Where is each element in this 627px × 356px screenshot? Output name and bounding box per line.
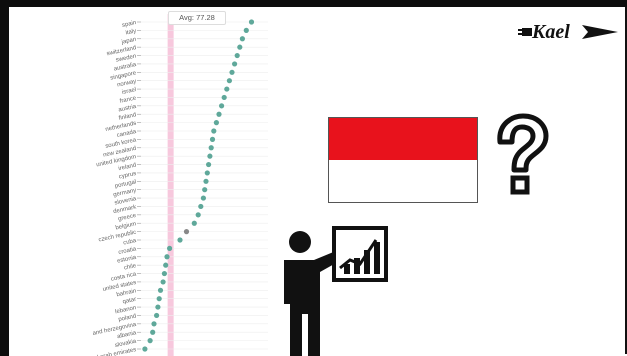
- data-point: [206, 161, 212, 168]
- flag-white-stripe: [329, 160, 477, 202]
- data-point: [209, 136, 216, 142]
- y-tick-label: qatar: [122, 297, 137, 306]
- data-point: [150, 329, 156, 335]
- data-point: [216, 111, 222, 117]
- y-tick-label: costa rica: [110, 271, 137, 282]
- y-tick-label: greece: [118, 213, 138, 223]
- top-border: [0, 0, 627, 7]
- data-point: [164, 254, 170, 260]
- y-tick-label: sweden: [115, 54, 136, 64]
- data-point: [207, 153, 213, 159]
- y-tick-label: slovakia: [114, 339, 137, 350]
- flag-red-stripe: [329, 118, 477, 160]
- presenter-chart-icon: [284, 226, 388, 356]
- y-tick-label: bahrain: [116, 288, 137, 298]
- data-point: [198, 203, 204, 210]
- y-tick-label: australia: [113, 62, 137, 73]
- data-point: [154, 312, 160, 319]
- data-point: [239, 36, 245, 42]
- y-tick-label: belgium: [115, 221, 137, 231]
- data-point: [177, 237, 183, 243]
- y-tick-label: cuba: [123, 238, 138, 247]
- y-tick-label: lebanon: [115, 305, 137, 315]
- y-tick-label: estonia: [117, 255, 138, 265]
- y-tick-label: spain: [122, 20, 137, 29]
- data-point: [219, 103, 225, 109]
- y-tick-label: germany: [113, 188, 137, 199]
- y-tick-label: norway: [117, 79, 137, 89]
- y-tick-label: israel: [122, 87, 137, 96]
- data-point: [191, 220, 197, 226]
- highlight-point: [183, 229, 190, 235]
- data-point: [243, 27, 249, 33]
- y-tick-label: italy: [125, 28, 137, 36]
- data-point: [237, 44, 243, 50]
- data-point: [234, 52, 240, 59]
- y-tick-label: canada: [116, 129, 137, 139]
- data-point: [167, 245, 173, 251]
- data-point: [203, 178, 209, 184]
- y-tick-label: croatia: [118, 246, 138, 256]
- y-tick-label: albania: [117, 330, 138, 340]
- data-point: [213, 120, 219, 126]
- data-point: [226, 78, 232, 84]
- y-tick-label: portugal: [114, 179, 136, 189]
- y-tick-label: chile: [124, 263, 138, 272]
- data-point: [147, 338, 153, 344]
- data-point: [195, 212, 201, 218]
- data-point: [224, 86, 230, 92]
- data-point: [200, 195, 206, 201]
- y-tick-label: japan: [120, 37, 137, 46]
- question-mark-icon: [497, 113, 549, 195]
- y-tick-label: cyprus: [118, 171, 137, 181]
- y-tick-label: finland: [118, 112, 137, 122]
- data-point: [160, 279, 166, 285]
- indonesia-flag: [328, 117, 478, 203]
- y-tick-label: france: [119, 95, 137, 104]
- average-label: Avg: 77.28: [168, 11, 226, 25]
- y-tick-label: singapore: [110, 70, 138, 81]
- y-tick-label: slovenia: [114, 196, 137, 207]
- arrow-icon: [582, 25, 618, 39]
- data-point: [248, 19, 255, 25]
- data-point: [157, 287, 164, 293]
- y-tick-label: ireland: [118, 163, 137, 173]
- logo-text: Kael: [531, 21, 570, 43]
- left-border: [0, 0, 9, 356]
- kael-logo: Kael: [518, 21, 618, 43]
- plug-icon: [518, 28, 532, 36]
- data-point: [151, 321, 157, 327]
- data-point: [229, 69, 235, 75]
- data-point: [156, 296, 162, 302]
- data-point: [202, 187, 208, 193]
- y-tick-label: austria: [118, 104, 138, 114]
- y-tick-label: poland: [118, 314, 137, 324]
- data-point: [142, 346, 148, 352]
- y-tick-label: ed arab emirates: [92, 347, 137, 356]
- y-tick-label: denmark: [113, 204, 138, 215]
- data-point: [208, 145, 214, 151]
- data-point: [155, 304, 161, 310]
- data-point: [161, 270, 167, 277]
- data-point: [204, 170, 210, 176]
- data-point: [211, 128, 217, 134]
- data-point: [163, 262, 169, 268]
- data-point: [232, 61, 238, 67]
- average-band: [167, 14, 174, 356]
- data-point: [221, 94, 227, 101]
